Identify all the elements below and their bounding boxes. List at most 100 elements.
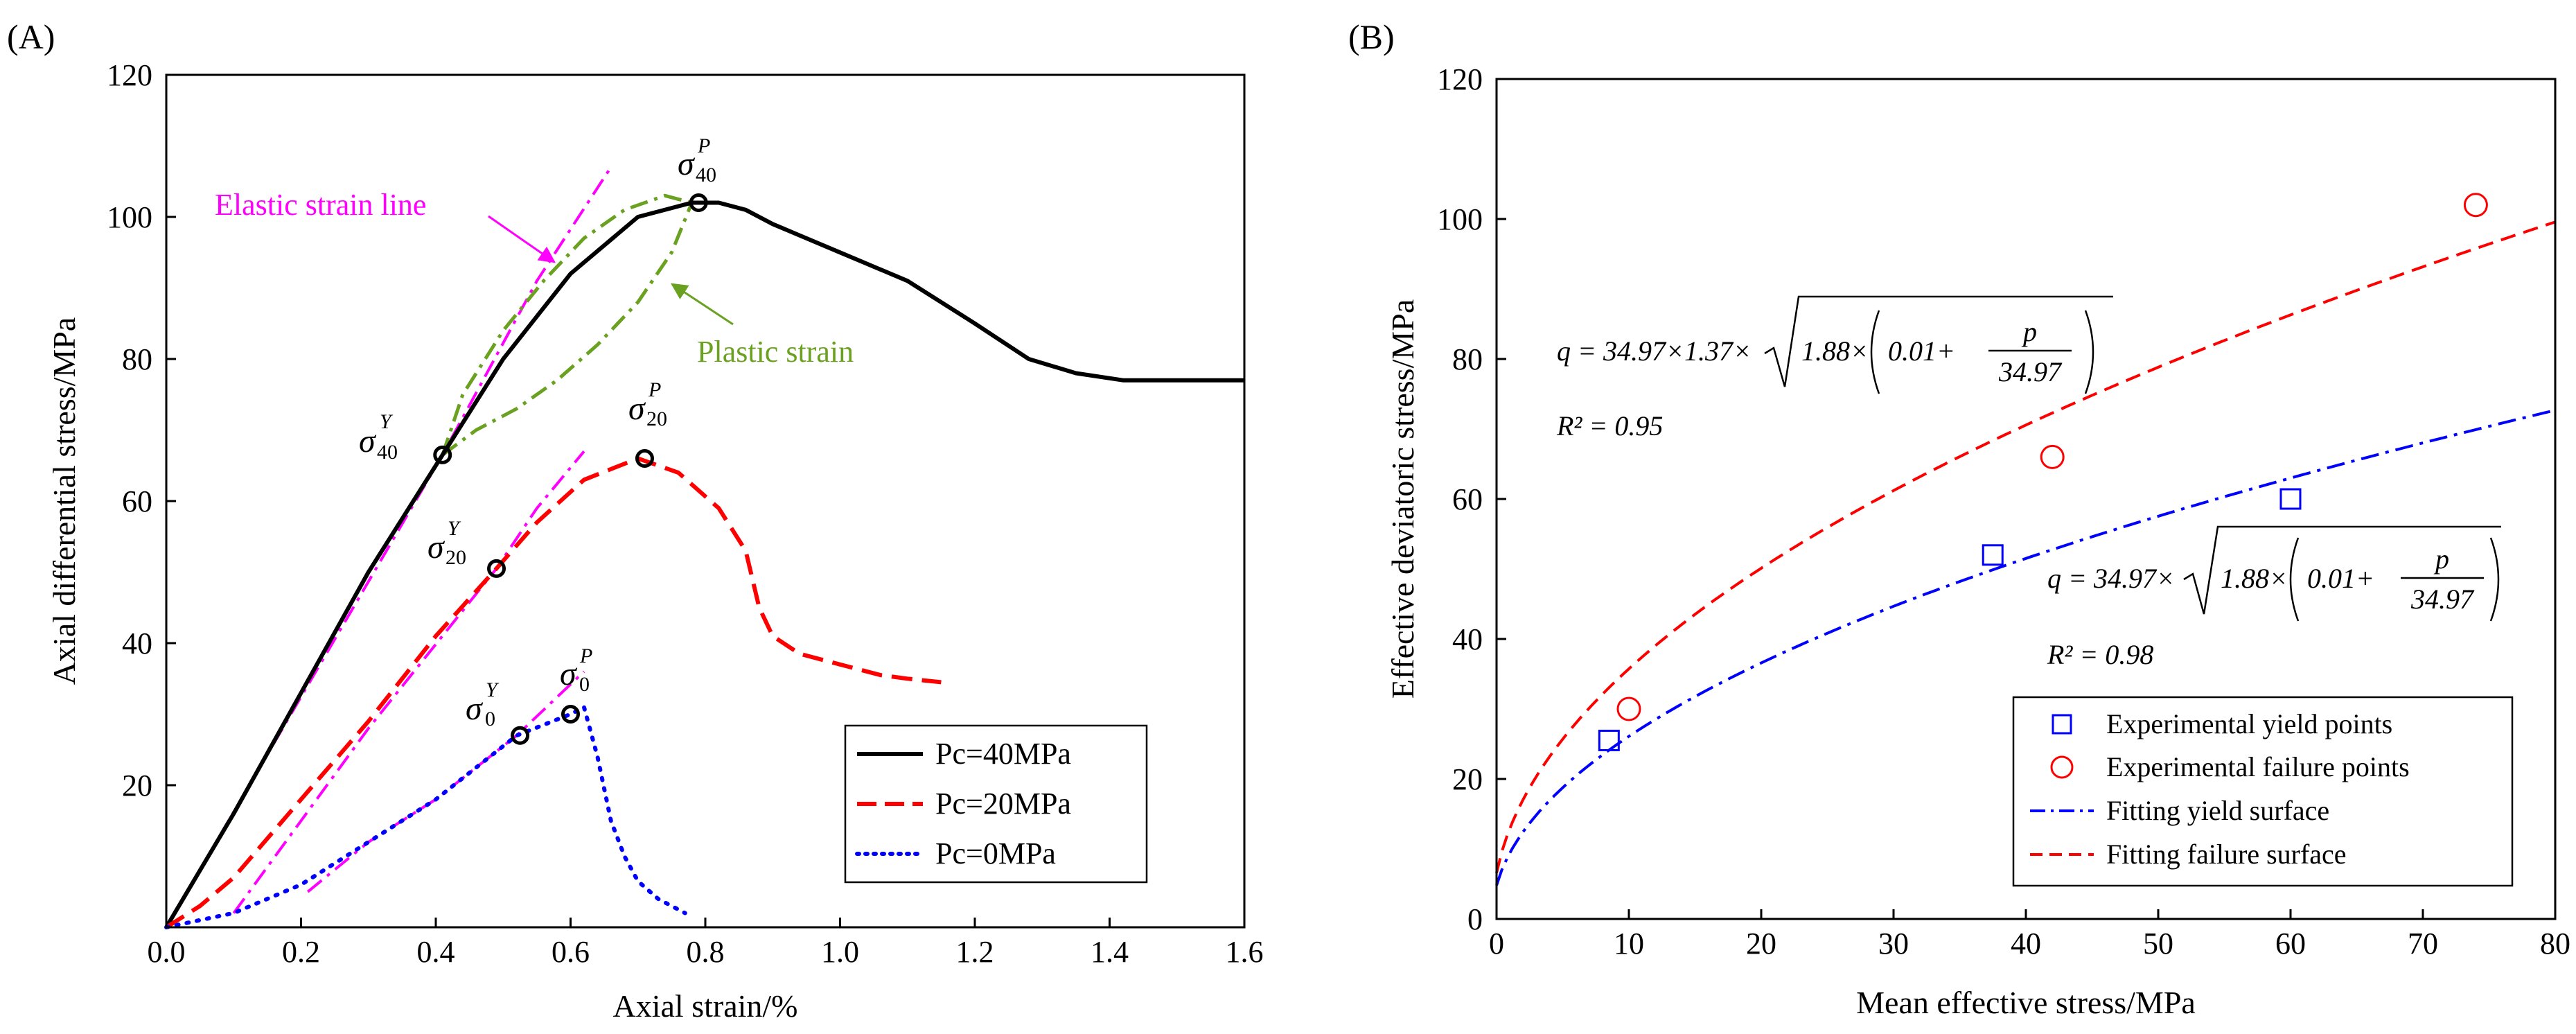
svg-text:P: P xyxy=(697,134,710,157)
legend-label-pc40: Pc=40MPa xyxy=(935,737,1071,771)
failure-fit-equation: q = 34.97×1.37× 1.88× 0.01+ p 34.97 R² =… xyxy=(1556,295,2113,441)
plastic-strain-loop-lower xyxy=(441,202,694,457)
x-tick-label: 1.4 xyxy=(1091,935,1129,969)
plastic-annotation-arrow xyxy=(670,283,734,326)
svg-text:q = 34.97×1.37×: q = 34.97×1.37× xyxy=(1557,335,1752,367)
y-tick-label: 40 xyxy=(1452,622,1483,656)
panel-b-legend: Experimental yield points Experimental f… xyxy=(2012,696,2514,887)
svg-text:0: 0 xyxy=(485,708,495,730)
x-tick-label: 80 xyxy=(2540,927,2570,961)
svg-text:Y: Y xyxy=(448,517,461,540)
sigma-label-40p: σ P 40 xyxy=(678,134,716,186)
y-tick-label: 40 xyxy=(122,626,152,660)
svg-text:Y: Y xyxy=(486,678,500,701)
panel-a-series-layer xyxy=(164,166,1244,929)
marked-point-sigma-20y xyxy=(487,559,506,578)
y-tick-label: 100 xyxy=(1437,202,1483,236)
svg-text:0.01+: 0.01+ xyxy=(1888,335,1955,367)
x-tick-label: 0.8 xyxy=(687,935,725,969)
svg-text:σ: σ xyxy=(466,690,484,727)
y-tick-label: 120 xyxy=(107,58,152,92)
legend-label-yield-surface: Fitting yield surface xyxy=(2106,795,2329,826)
x-tick-label: 10 xyxy=(1614,927,1644,961)
panel-b-plot-frame xyxy=(1495,78,2557,920)
series-line-pc-40mpa xyxy=(164,200,1244,929)
panel-a-label: (A) xyxy=(7,17,55,56)
svg-text:P: P xyxy=(579,645,592,667)
svg-text:P: P xyxy=(648,378,661,401)
svg-text:σ: σ xyxy=(427,529,445,566)
svg-text:34.97: 34.97 xyxy=(2410,584,2475,615)
elastic-annotation-arrow xyxy=(488,215,556,263)
svg-text:p: p xyxy=(2433,543,2449,575)
svg-text:σ: σ xyxy=(678,146,696,182)
panel-b: (B) 0 10 20 30 40 50 60 70 80 0 20 40 60 80 100 120 Mea… xyxy=(1348,17,2570,1020)
y-tick-label: 60 xyxy=(1452,482,1483,516)
y-tick-label: 80 xyxy=(1452,342,1483,376)
panel-a-legend: Pc=40MPa Pc=20MPa Pc=0MPa xyxy=(844,724,1148,884)
sigma-label-20y: σ Y 20 xyxy=(427,517,466,569)
marked-point-sigma-0y xyxy=(511,726,530,745)
panel-a: (A) 0.0 0.2 0.4 0.6 0.8 1.0 1.2 1.4 1.6 20 40 60 80 1… xyxy=(7,17,1264,1024)
x-tick-label: 0.6 xyxy=(552,935,590,969)
panel-b-tick-layer: 0 10 20 30 40 50 60 70 80 0 20 40 60 80 100 120 xyxy=(1437,62,2570,961)
panel-a-tick-layer: 0.0 0.2 0.4 0.6 0.8 1.0 1.2 1.4 1.6 20 40 60 80 100 12… xyxy=(107,58,1264,969)
x-tick-label: 70 xyxy=(2408,927,2438,961)
panel-b-xlabel: Mean effective stress/MPa xyxy=(1856,985,2196,1020)
svg-text:R² = 0.95: R² = 0.95 xyxy=(1556,410,1663,441)
x-tick-label: 0 xyxy=(1489,927,1504,961)
sigma-label-40y: σ Y 40 xyxy=(359,410,398,464)
svg-text:34.97: 34.97 xyxy=(1998,356,2063,387)
marked-point-sigma-40y xyxy=(433,445,452,464)
panel-a-plot-frame xyxy=(165,73,1246,929)
svg-text:40: 40 xyxy=(696,164,716,186)
panel-a-ylabel: Axial differential stress/MPa xyxy=(46,317,82,685)
y-tick-label: 120 xyxy=(1437,62,1483,96)
x-tick-label: 50 xyxy=(2143,927,2173,961)
legend-label-failure-surface: Fitting failure surface xyxy=(2106,839,2347,870)
sigma-label-20p: σ P 20 xyxy=(628,378,667,430)
yield-point-marker xyxy=(2279,488,2302,510)
sigma-label-0p: σ P 0 xyxy=(560,645,592,696)
failure-point-marker xyxy=(2040,444,2065,469)
svg-text:1.88×: 1.88× xyxy=(1801,335,1869,367)
y-tick-label: 0 xyxy=(1467,902,1483,936)
x-tick-label: 0.2 xyxy=(282,935,320,969)
x-tick-label: 0.0 xyxy=(148,935,186,969)
panel-b-label: (B) xyxy=(1348,17,1395,56)
x-tick-label: 20 xyxy=(1746,927,1776,961)
svg-text:p: p xyxy=(2021,316,2037,347)
svg-text:40: 40 xyxy=(377,441,398,464)
svg-text:σ: σ xyxy=(359,423,377,459)
svg-text:Y: Y xyxy=(380,410,394,433)
x-tick-label: 30 xyxy=(1878,927,1909,961)
panel-b-ylabel: Effective deviatoric stress/MPa xyxy=(1385,299,1420,699)
x-tick-label: 60 xyxy=(2275,927,2306,961)
marked-point-sigma-40p xyxy=(689,193,708,212)
x-tick-label: 1.2 xyxy=(956,935,994,969)
legend-label-pc20: Pc=20MPa xyxy=(935,787,1071,821)
x-tick-label: 1.0 xyxy=(821,935,859,969)
panel-b-series-layer xyxy=(1495,193,2556,886)
x-tick-label: 1.6 xyxy=(1226,935,1264,969)
svg-text:20: 20 xyxy=(646,408,667,430)
svg-text:σ: σ xyxy=(628,390,646,427)
svg-text:R² = 0.98: R² = 0.98 xyxy=(2047,639,2153,670)
panel-b-legend-box xyxy=(2012,696,2514,887)
series-line-pc-0mpa xyxy=(164,705,687,929)
sigma-label-0y: σ Y 0 xyxy=(466,678,500,730)
failure-point-marker xyxy=(1616,696,1641,721)
y-tick-label: 80 xyxy=(122,342,152,376)
x-tick-label: 0.4 xyxy=(417,935,455,969)
failure-point-marker xyxy=(2463,193,2488,218)
plastic-strain-annotation: Plastic strain xyxy=(697,335,854,369)
fitting-failure-surface-line xyxy=(1495,220,2556,874)
yield-fit-equation: q = 34.97× 1.88× 0.01+ p 34.97 R² = 0.98 xyxy=(2047,525,2501,670)
legend-label-yield-points: Experimental yield points xyxy=(2106,708,2392,739)
legend-swatch-yield-points xyxy=(2052,714,2072,735)
svg-text:1.88×: 1.88× xyxy=(2221,563,2288,594)
marked-point-sigma-20p xyxy=(635,449,654,468)
panel-a-xlabel: Axial strain/% xyxy=(613,988,798,1024)
legend-label-pc0: Pc=0MPa xyxy=(935,836,1056,870)
